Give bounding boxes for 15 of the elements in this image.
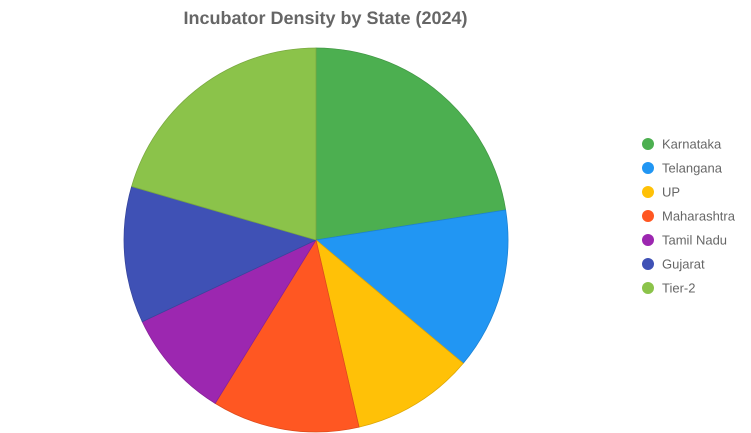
legend-label: Gujarat <box>662 256 706 272</box>
legend-label: Tier-2 <box>662 280 696 296</box>
pie-slice <box>214 240 360 432</box>
pie-slice <box>131 48 316 240</box>
pie-slice <box>316 240 464 428</box>
legend-label: UP <box>662 184 680 200</box>
pie-slice <box>124 186 316 322</box>
legend-label: Maharashtra <box>662 208 736 224</box>
legend-label: Tamil Nadu <box>662 232 728 248</box>
legend-label: Telangana <box>662 160 723 176</box>
pie-slice <box>316 48 506 240</box>
chart-title: Incubator Density by State (2024) <box>183 8 468 28</box>
pie-slice <box>142 240 316 404</box>
pie-slice <box>316 210 508 364</box>
legend-label: Karnataka <box>662 136 722 152</box>
